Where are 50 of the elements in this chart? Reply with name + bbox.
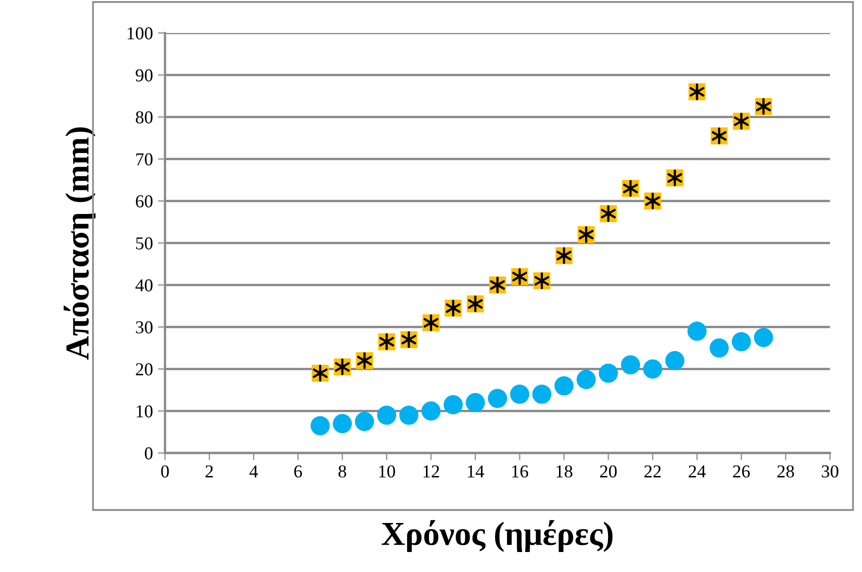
- point: [754, 328, 774, 348]
- y-tick-label: 30: [136, 321, 153, 334]
- point: [643, 359, 662, 379]
- point: [510, 384, 530, 404]
- point: [532, 384, 552, 404]
- x-axis-title: Χρόνος (ημέρες): [382, 520, 613, 552]
- x-tick-label: 16: [512, 465, 528, 478]
- y-tick-label: 10: [136, 405, 153, 418]
- x-tick-label: 18: [556, 465, 572, 478]
- point: [710, 338, 729, 358]
- point: [687, 322, 707, 341]
- x-tick-label: 8: [338, 465, 346, 478]
- point: [377, 406, 396, 425]
- x-tick-label: 26: [733, 465, 750, 478]
- y-tick-label: 90: [136, 69, 153, 82]
- x-tick-label: 2: [206, 465, 213, 478]
- point: [399, 406, 418, 425]
- point: [354, 412, 374, 432]
- point: [421, 401, 441, 421]
- point: [620, 355, 640, 374]
- point: [466, 393, 485, 412]
- point: [598, 364, 618, 383]
- x-tick-label: 0: [161, 465, 169, 478]
- x-tick-label: 10: [379, 465, 396, 478]
- y-tick-label: 0: [144, 447, 153, 460]
- point: [665, 351, 684, 370]
- x-tick-label: 12: [424, 465, 440, 478]
- x-tick-label: 14: [468, 465, 484, 478]
- x-tick-label: 28: [777, 465, 794, 478]
- y-tick-label: 40: [135, 279, 153, 292]
- point: [554, 376, 574, 396]
- point: [732, 332, 751, 352]
- x-tick-label: 30: [822, 465, 838, 478]
- x-tick-label: 22: [644, 465, 661, 478]
- y-tick-label: 20: [136, 363, 153, 376]
- point: [488, 388, 508, 408]
- x-tick-label: 20: [600, 465, 617, 478]
- x-tick-label: 6: [294, 465, 302, 478]
- y-axis-title: Απόσταση (mm): [64, 127, 96, 360]
- y-tick-label: 100: [128, 27, 153, 40]
- point: [332, 414, 352, 434]
- y-tick-label: 80: [136, 111, 153, 124]
- point: [576, 370, 596, 390]
- y-tick-label: 70: [136, 153, 153, 166]
- point: [444, 395, 463, 414]
- point: [310, 416, 330, 436]
- y-tick-label: 50: [136, 237, 153, 250]
- x-tick-label: 24: [688, 465, 706, 478]
- x-tick-label: 4: [250, 465, 258, 478]
- y-tick-label: 60: [136, 195, 153, 208]
